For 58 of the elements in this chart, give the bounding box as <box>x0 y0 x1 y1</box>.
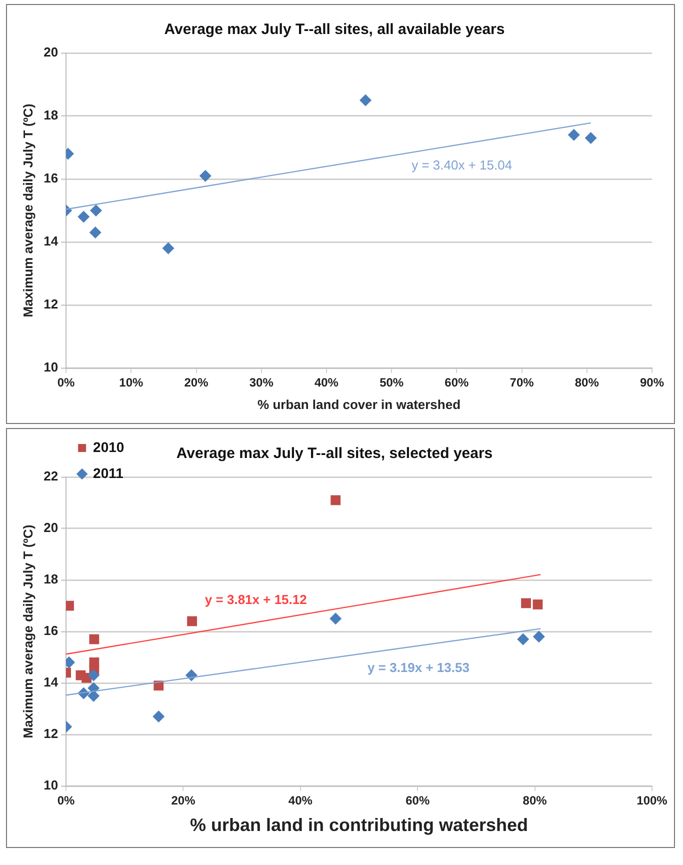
x-tick-label: 90% <box>640 376 664 390</box>
x-tick-label: 20% <box>171 794 196 808</box>
y-axis-title: Maximum average daily July T (ºC) <box>20 104 36 318</box>
x-tick-label: 80% <box>522 794 548 808</box>
y-axis-title: Maximum average daily July T (ºC) <box>20 524 36 738</box>
point <box>330 612 342 625</box>
x-tick-label: 70% <box>510 376 534 390</box>
x-tick-label: 80% <box>574 376 600 390</box>
y-tick-label: 10 <box>44 360 58 375</box>
annotation: y = 3.81x + 15.12 <box>204 592 307 607</box>
y-tick-label: 18 <box>44 108 58 123</box>
y-tick-label: 10 <box>44 778 58 793</box>
y-tick-label: 12 <box>44 726 58 742</box>
point <box>152 710 165 722</box>
point <box>162 242 174 254</box>
point <box>187 616 197 626</box>
y-tick-label: 14 <box>44 234 59 249</box>
x-tick-label: 60% <box>406 794 430 808</box>
x-tick-label: 30% <box>249 376 274 390</box>
point <box>360 94 372 106</box>
chart-title: Average max July T--all sites, all available years <box>164 21 505 38</box>
chart-title: Average max July T--all sites, selected years <box>176 445 493 462</box>
point <box>568 128 580 141</box>
legend-label: 2011 <box>93 464 124 481</box>
point <box>517 633 530 646</box>
annotation: y = 3.40x + 15.04 <box>412 157 512 172</box>
legend-label: 2010 <box>93 438 124 455</box>
y-tick-label: 20 <box>44 520 58 536</box>
x-tick-label: 100% <box>636 794 668 808</box>
point <box>90 204 102 216</box>
y-tick-label: 20 <box>44 44 58 60</box>
x-tick-label: 20% <box>184 376 209 390</box>
point <box>330 495 341 506</box>
point <box>89 226 102 239</box>
x-tick-label: 10% <box>119 376 144 390</box>
y-tick-label: 18 <box>44 572 58 587</box>
point <box>89 634 100 644</box>
x-axis-title: % urban land cover in watershed <box>258 396 461 412</box>
point <box>199 170 212 182</box>
x-tick-label: 50% <box>380 376 404 390</box>
y-tick-label: 14 <box>44 674 59 690</box>
point <box>584 132 597 144</box>
y-tick-label: 16 <box>44 170 58 186</box>
x-tick-label: 40% <box>288 794 313 808</box>
x-tick-label: 0% <box>57 376 76 390</box>
x-tick-label: 0% <box>57 794 76 808</box>
point <box>532 630 545 643</box>
y-tick-label: 16 <box>44 623 58 638</box>
point <box>78 210 90 223</box>
point <box>532 600 543 610</box>
point <box>521 598 531 608</box>
y-tick-label: 22 <box>44 468 58 484</box>
x-tick-label: 40% <box>314 376 339 390</box>
y-tick-label: 12 <box>44 296 58 312</box>
annotation: y = 3.19x + 13.53 <box>368 660 470 676</box>
x-tick-label: 60% <box>444 376 470 390</box>
point <box>88 669 100 682</box>
x-axis-title: % urban land in contributing watershed <box>190 815 528 836</box>
